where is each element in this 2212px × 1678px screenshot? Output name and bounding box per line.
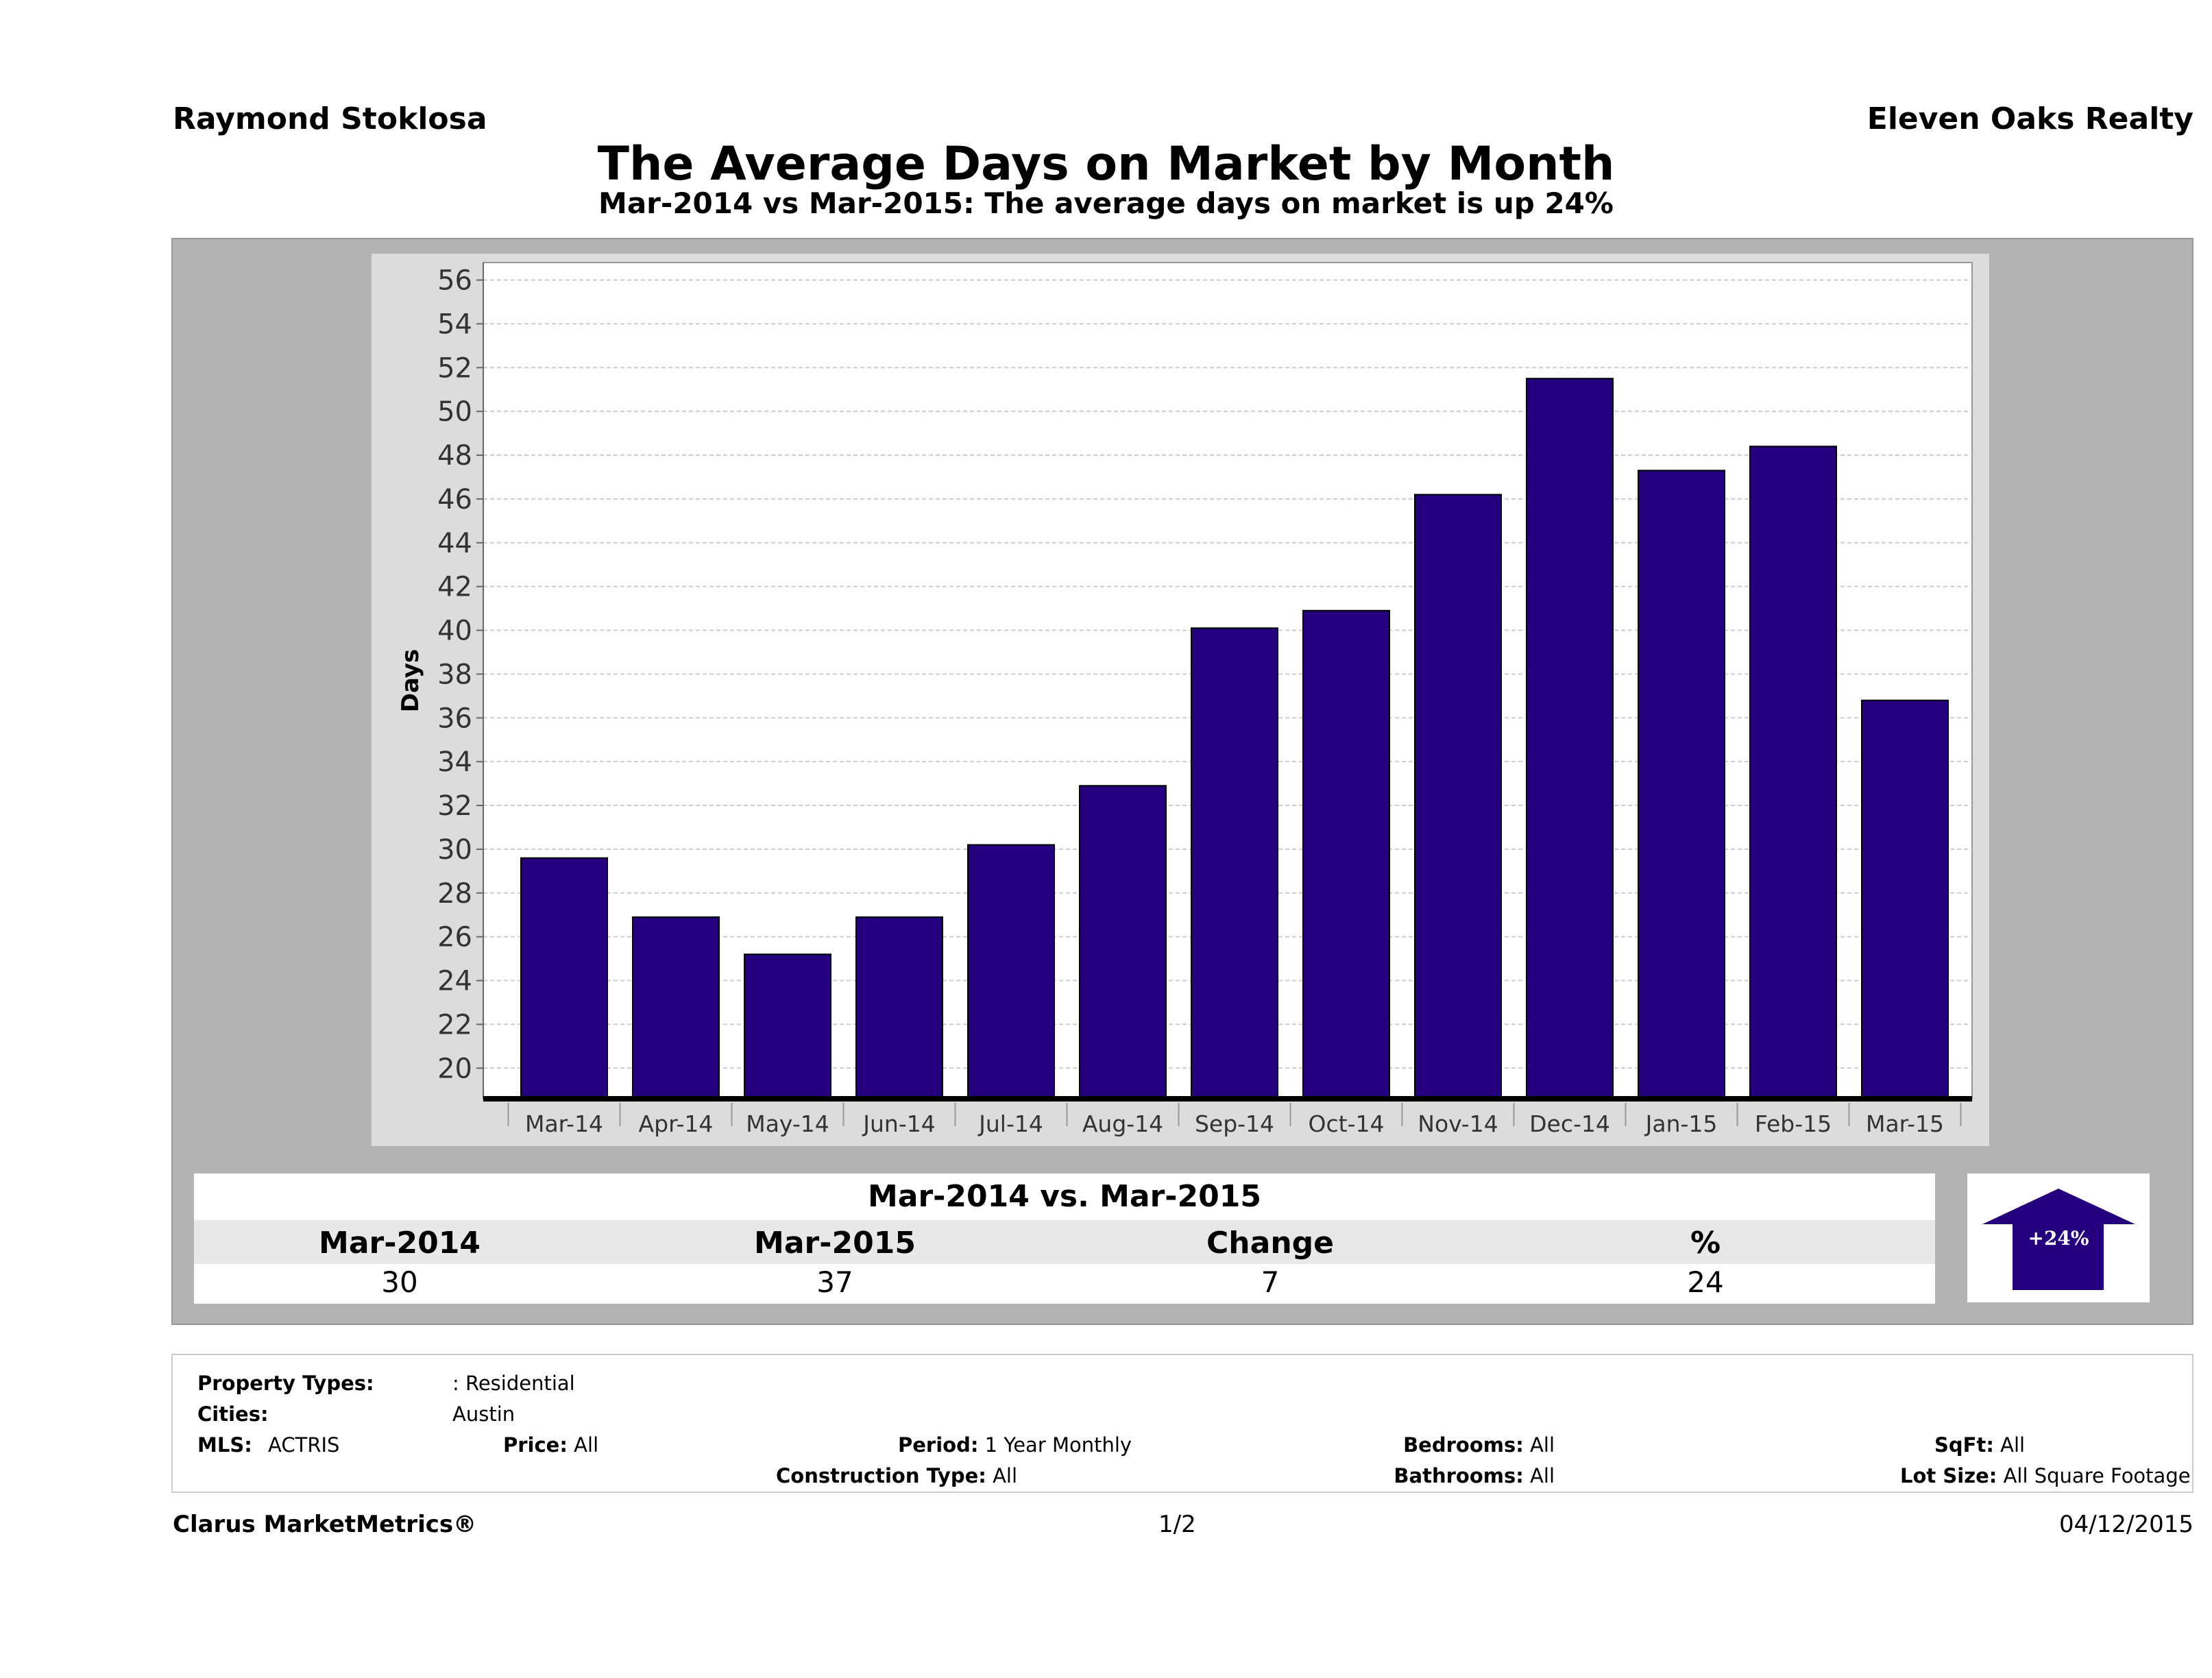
value-change: 7: [1261, 1265, 1280, 1299]
chart-title: The Average Days on Market by Month: [597, 137, 1615, 191]
company-name: Eleven Oaks Realty: [1867, 101, 2193, 136]
y-tick-label: 56: [437, 265, 472, 297]
period-value: 1 Year Monthly: [984, 1433, 1132, 1457]
bar-jul-14: [967, 844, 1055, 1099]
x-tick-label: Nov-14: [1418, 1110, 1498, 1137]
bar-mar-14: [520, 857, 608, 1099]
y-tick-label: 20: [437, 1053, 472, 1084]
bar-feb-15: [1749, 446, 1837, 1099]
header-mar-2014: Mar-2014: [319, 1226, 481, 1261]
price-value: All: [574, 1433, 599, 1457]
x-tick-label: Jan-15: [1644, 1110, 1718, 1137]
value-mar-2014: 30: [381, 1265, 418, 1299]
x-tick-label: Apr-14: [639, 1110, 714, 1137]
brand-footer: Clarus MarketMetrics®: [173, 1511, 477, 1538]
y-tick-label: 34: [437, 746, 472, 778]
y-tick-label: 26: [437, 922, 472, 953]
x-tick-label: Oct-14: [1309, 1110, 1385, 1137]
header-change: Change: [1206, 1226, 1334, 1261]
y-tick-label: 50: [437, 396, 472, 428]
y-tick-label: 44: [437, 528, 472, 559]
y-tick-label: 24: [437, 966, 472, 997]
bar-oct-14: [1302, 609, 1390, 1099]
bathrooms-label: Bathrooms:: [1394, 1464, 1524, 1487]
x-tick-label: Sep-14: [1195, 1110, 1274, 1137]
bar-apr-14: [632, 916, 720, 1100]
y-tick-label: 48: [437, 440, 472, 472]
bar-jun-14: [855, 916, 943, 1100]
y-tick-label: 40: [437, 616, 472, 647]
bedrooms-value: All: [1530, 1433, 1555, 1457]
x-tick-label: Jul-14: [977, 1110, 1043, 1137]
construction-value: All: [993, 1464, 1018, 1487]
bathrooms-value: All: [1530, 1464, 1555, 1487]
y-tick-label: 38: [437, 659, 472, 690]
y-tick-label: 30: [437, 834, 472, 866]
bar-mar-15: [1861, 699, 1949, 1099]
sqft-value: All: [2000, 1433, 2026, 1457]
cities-value: Austin: [452, 1402, 515, 1426]
construction-label: Construction Type:: [776, 1464, 986, 1487]
mls-value: ACTRIS: [268, 1433, 340, 1457]
bedrooms-label: Bedrooms:: [1403, 1433, 1524, 1457]
comparison-table: Mar-2014 vs. Mar-2015 Mar-2014 Mar-2015 …: [194, 1174, 1935, 1304]
bar-nov-14: [1414, 494, 1502, 1099]
x-tick-label: May-14: [746, 1110, 829, 1137]
y-tick-label: 42: [437, 572, 472, 603]
y-tick-label: 22: [437, 1009, 472, 1041]
header-mar-2015: Mar-2015: [754, 1226, 916, 1261]
header-percent: %: [1690, 1226, 1721, 1261]
bar-may-14: [744, 953, 831, 1099]
agent-name: Raymond Stoklosa: [173, 101, 487, 136]
y-tick-label: 32: [437, 790, 472, 822]
period-label: Period:: [898, 1433, 979, 1457]
bar-dec-14: [1526, 378, 1614, 1100]
value-percent: 24: [1687, 1265, 1724, 1299]
cities-label: Cities:: [197, 1402, 269, 1426]
filters-box: Property Types: : Residential Cities: Au…: [171, 1354, 2193, 1493]
property-types-value: : Residential: [452, 1372, 575, 1395]
y-tick-label: 54: [437, 308, 472, 340]
y-tick-label: 46: [437, 484, 472, 515]
x-tick-label: Jun-14: [862, 1110, 935, 1137]
page-number: 1/2: [1158, 1511, 1196, 1538]
x-tick-label: Dec-14: [1529, 1110, 1610, 1137]
bar-sep-14: [1191, 627, 1278, 1099]
up-arrow-icon: [1982, 1189, 2135, 1290]
sqft-label: SqFt:: [1934, 1433, 1994, 1457]
lot-size-label: Lot Size:: [1900, 1464, 1997, 1487]
chart-subtitle: Mar-2014 vs Mar-2015: The average days o…: [598, 186, 1614, 220]
property-types-label: Property Types:: [197, 1372, 374, 1395]
y-tick-label: 36: [437, 703, 472, 734]
y-tick-label: 52: [437, 352, 472, 384]
bar-jan-15: [1638, 470, 1725, 1099]
mls-label: MLS:: [197, 1433, 252, 1457]
comparison-title: Mar-2014 vs. Mar-2015: [867, 1179, 1262, 1214]
value-mar-2015: 37: [816, 1265, 853, 1299]
price-label: Price:: [503, 1433, 568, 1457]
lot-size-value: All Square Footage: [2003, 1464, 2191, 1487]
x-tick-label: Mar-15: [1866, 1110, 1944, 1137]
bar-chart: 20 22 24 26 28 30 32 34 36 38 40 42 44 46 48 50 52 54 56 Ma…: [397, 262, 1973, 1137]
change-badge-label: +24%: [2028, 1227, 2089, 1250]
change-badge: +24%: [1967, 1174, 2150, 1302]
bar-aug-14: [1079, 785, 1167, 1100]
x-tick-label: Mar-14: [525, 1110, 603, 1137]
x-tick-label: Aug-14: [1082, 1110, 1163, 1137]
report-date: 04/12/2015: [2059, 1511, 2193, 1538]
y-axis-label: Days: [397, 649, 424, 713]
x-tick-label: Feb-15: [1755, 1110, 1832, 1137]
y-tick-label: 28: [437, 878, 472, 910]
